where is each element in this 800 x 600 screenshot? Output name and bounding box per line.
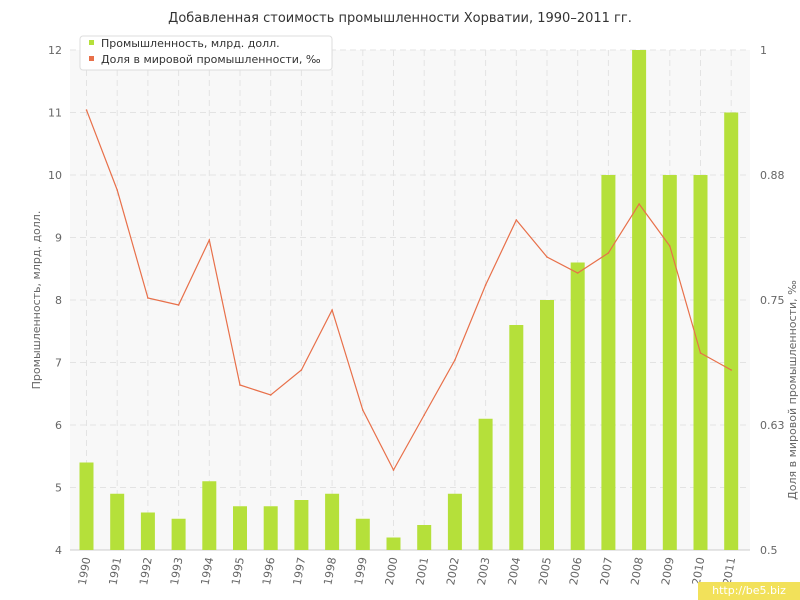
bar-2000 — [386, 537, 401, 550]
y-tick-label: 8 — [55, 294, 62, 307]
line-point-2002 — [454, 359, 456, 361]
bar-1995 — [233, 506, 247, 550]
y-axis-label: Промышленность, млрд. долл. — [30, 211, 43, 390]
legend: Промышленность, млрд. долл. Доля в миров… — [79, 35, 333, 71]
line-point-1993 — [177, 304, 180, 306]
y2-tick-label: 0.75 — [760, 294, 785, 307]
x-tick-label: 1996 — [260, 556, 278, 586]
line-point-2007 — [607, 252, 610, 254]
y-tick-label: 12 — [48, 44, 62, 57]
x-tick-label: 1999 — [352, 556, 370, 586]
bar-1991 — [110, 493, 125, 550]
x-tick-label: 1997 — [291, 556, 309, 586]
watermark-link[interactable]: http://be5.biz — [698, 582, 800, 600]
x-tick-label: 2001 — [413, 556, 431, 586]
legend-marker-bars — [89, 40, 94, 45]
chart-title: Добавленная стоимость промышленности Хор… — [168, 11, 632, 26]
bar-2008 — [632, 50, 647, 550]
y2-tick-label: 0.88 — [760, 169, 785, 182]
legend-marker-line — [89, 56, 94, 61]
y-tick-label: 6 — [55, 419, 62, 432]
x-tick-label: 2009 — [659, 556, 677, 586]
legend-item-line: Доля в мировой промышленности, ‰ — [101, 53, 321, 66]
y-tick-label: 10 — [48, 169, 62, 182]
y-axis-ticks: 4 5 6 7 8 9 10 11 12 — [48, 44, 62, 557]
legend-item-bars: Промышленность, млрд. долл. — [101, 37, 280, 50]
y2-tick-label: 0.5 — [760, 544, 778, 557]
line-point-2000 — [392, 469, 395, 471]
y-tick-label: 11 — [48, 107, 62, 120]
x-tick-label: 2004 — [506, 556, 524, 586]
x-tick-label: 2000 — [383, 556, 401, 586]
line-point-1990 — [85, 109, 88, 111]
x-tick-label: 1991 — [106, 556, 124, 586]
bar-2005 — [540, 300, 554, 550]
x-tick-label: 2006 — [567, 556, 585, 586]
line-point-1991 — [116, 189, 118, 191]
bar-2002 — [447, 493, 462, 550]
x-tick-label: 1990 — [76, 556, 94, 586]
x-tick-label: 2010 — [690, 556, 708, 586]
line-point-2001 — [423, 414, 426, 416]
line-point-2005 — [546, 256, 548, 258]
line-point-2010 — [699, 352, 702, 354]
bar-1992 — [140, 512, 155, 550]
bar-series — [79, 50, 739, 550]
line-point-2006 — [576, 272, 579, 274]
x-tick-label: 1994 — [199, 556, 217, 586]
bar-2007 — [601, 175, 616, 550]
y-tick-label: 5 — [55, 482, 62, 495]
line-point-2003 — [484, 284, 487, 286]
x-tick-label: 1998 — [321, 556, 339, 586]
line-point-1995 — [239, 384, 241, 386]
line-point-2009 — [669, 245, 671, 247]
line-point-1996 — [269, 394, 272, 396]
x-tick-label: 2003 — [475, 556, 493, 586]
y2-tick-label: 0.63 — [760, 419, 785, 432]
bar-1994 — [202, 481, 217, 550]
y2-axis-ticks: 0.5 0.63 0.75 0.88 1 — [760, 44, 785, 557]
bar-2004 — [509, 325, 524, 550]
line-point-1998 — [331, 309, 333, 311]
bar-1993 — [171, 518, 186, 550]
bar-1998 — [325, 493, 340, 550]
x-tick-label: 1993 — [168, 556, 186, 586]
bar-2003 — [478, 418, 493, 550]
line-point-1994 — [208, 239, 211, 241]
line-point-1999 — [362, 409, 364, 411]
line-share — [85, 109, 732, 472]
y-tick-label: 4 — [55, 544, 62, 557]
x-tick-label: 2011 — [720, 556, 738, 586]
line-point-1997 — [300, 369, 303, 371]
bar-2011 — [724, 112, 739, 550]
y2-axis-label: Доля в мировой промышленности, ‰ — [786, 280, 799, 500]
x-tick-label: 1992 — [137, 556, 155, 586]
bar-2001 — [417, 525, 432, 550]
line-point-2004 — [515, 219, 518, 221]
x-axis-ticks: 1990 1991 1992 1993 1994 1995 1996 1997 1998 1999… — [76, 556, 738, 586]
line-point-2011 — [730, 369, 732, 371]
y-tick-label: 9 — [55, 232, 62, 245]
bar-1990 — [79, 462, 94, 550]
x-tick-label: 1995 — [229, 556, 247, 586]
y2-tick-label: 1 — [760, 44, 767, 57]
legend-box — [79, 35, 333, 71]
x-tick-label: 2002 — [444, 556, 462, 586]
bar-2006 — [570, 262, 585, 550]
bar-1996 — [263, 506, 278, 550]
bar-1997 — [294, 500, 309, 550]
line-series — [85, 109, 732, 472]
bar-2009 — [662, 175, 677, 550]
line-point-1992 — [147, 297, 149, 299]
bar-2010 — [693, 175, 708, 550]
bar-1999 — [355, 518, 370, 550]
x-tick-label: 2008 — [628, 556, 646, 586]
x-tick-label: 2005 — [536, 556, 554, 586]
line-point-2008 — [638, 203, 640, 205]
y-tick-label: 7 — [55, 357, 62, 370]
x-tick-label: 2007 — [598, 556, 616, 586]
